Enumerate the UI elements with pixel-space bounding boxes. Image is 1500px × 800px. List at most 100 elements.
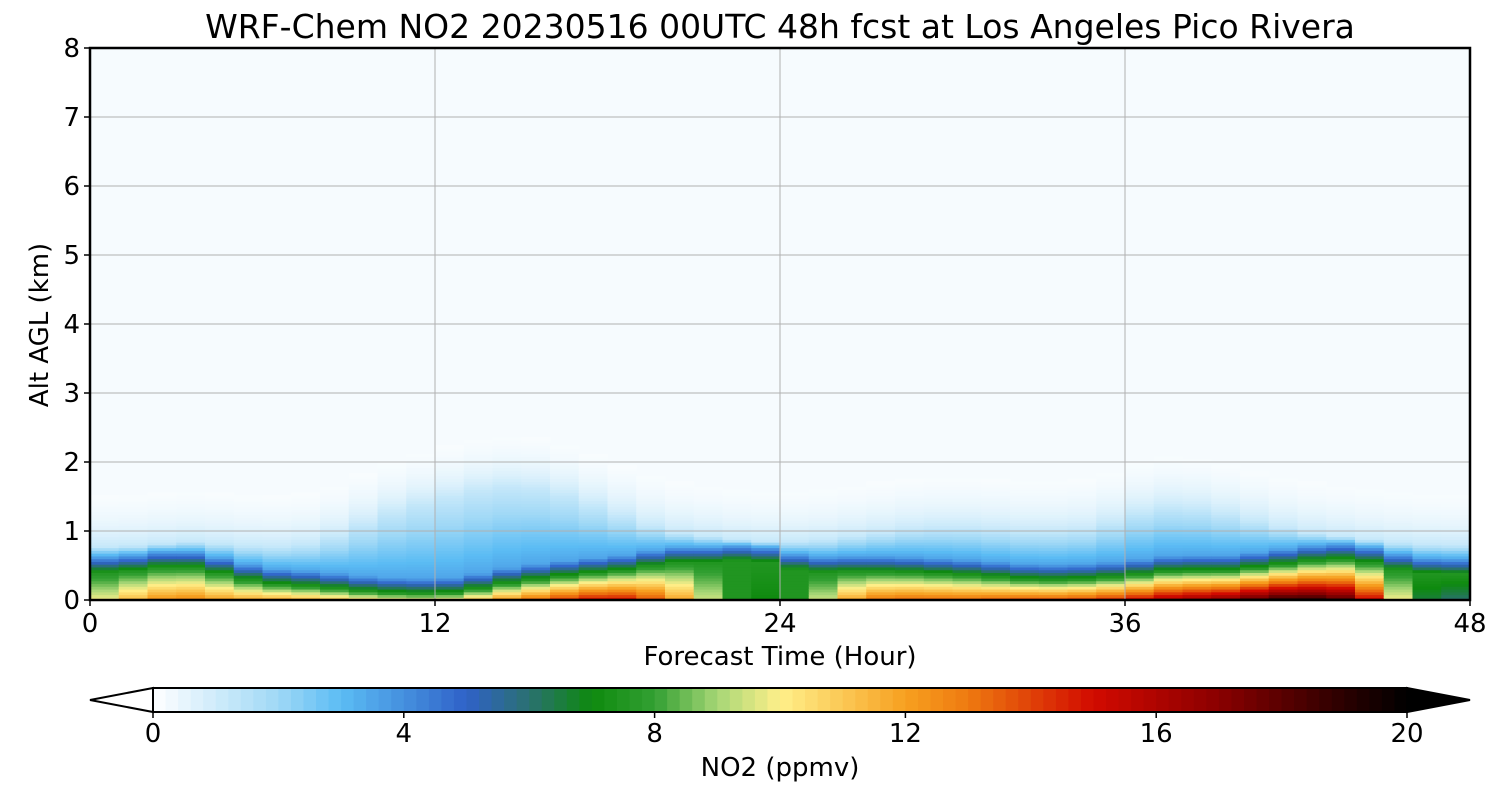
field-cell xyxy=(406,547,436,551)
field-cell xyxy=(262,514,292,518)
field-cell xyxy=(693,580,724,585)
field-cell xyxy=(492,594,522,598)
x-tick-label: 36 xyxy=(1108,609,1141,639)
field-cell xyxy=(866,519,896,524)
field-cell xyxy=(923,508,954,513)
field-cell xyxy=(147,542,177,546)
field-cell xyxy=(693,539,724,543)
field-cell xyxy=(291,583,321,587)
field-cell xyxy=(837,531,867,535)
field-cell xyxy=(952,514,982,518)
field-cell xyxy=(205,588,235,593)
field-cell xyxy=(348,522,379,527)
field-cell xyxy=(923,555,954,560)
field-cell xyxy=(550,448,580,452)
field-cell xyxy=(1297,572,1327,576)
field-cell xyxy=(1182,533,1212,538)
field-cell xyxy=(751,514,781,518)
field-cell xyxy=(377,506,407,510)
field-cell xyxy=(578,511,609,516)
field-cell xyxy=(751,547,781,551)
field-cell xyxy=(722,497,752,502)
field-cell xyxy=(118,580,149,585)
field-cell xyxy=(492,486,522,491)
field-cell xyxy=(693,566,724,571)
colorbar-segment xyxy=(516,688,530,712)
field-cell xyxy=(952,497,982,502)
field-cell xyxy=(435,506,465,510)
field-cell xyxy=(1153,508,1184,513)
field-cell xyxy=(521,577,551,582)
field-cell xyxy=(463,594,494,598)
field-cell xyxy=(866,511,896,516)
field-cell xyxy=(492,497,522,502)
field-cell xyxy=(1268,575,1299,579)
field-cell xyxy=(1355,511,1385,516)
field-cell xyxy=(521,506,551,510)
colorbar-segment xyxy=(278,688,292,712)
field-cell xyxy=(118,555,149,560)
field-cell xyxy=(751,503,781,507)
field-cell xyxy=(1268,511,1299,516)
field-cell xyxy=(176,492,206,496)
field-cell xyxy=(1326,572,1356,576)
field-cell xyxy=(1355,497,1385,502)
field-cell xyxy=(607,492,637,496)
field-cell xyxy=(981,588,1011,593)
field-cell xyxy=(521,445,551,449)
field-cell xyxy=(262,575,292,579)
field-cell xyxy=(722,511,752,516)
field-cell xyxy=(550,497,580,502)
colorbar-segment xyxy=(780,688,794,712)
field-cell xyxy=(463,522,494,527)
field-cell xyxy=(808,492,839,496)
field-cell xyxy=(1383,597,1414,600)
field-cell xyxy=(923,486,954,491)
field-cell xyxy=(693,586,724,590)
field-cell xyxy=(866,508,896,513)
field-cell xyxy=(578,489,609,493)
field-cell xyxy=(377,519,407,524)
field-cell xyxy=(895,519,925,524)
field-cell xyxy=(981,481,1011,485)
field-cell xyxy=(693,577,724,582)
field-cell xyxy=(291,591,321,596)
field-cell xyxy=(1412,591,1442,596)
field-cell xyxy=(1038,555,1069,560)
field-cell xyxy=(1038,583,1069,587)
field-cell xyxy=(492,553,522,557)
field-cell xyxy=(1441,503,1470,507)
field-cell xyxy=(1038,580,1069,585)
field-cell xyxy=(463,575,494,579)
field-cell xyxy=(693,536,724,540)
field-cell xyxy=(1153,550,1184,554)
field-cell xyxy=(780,495,810,499)
field-cell xyxy=(722,555,752,560)
colorbar-segment xyxy=(968,688,982,712)
field-cell xyxy=(550,478,580,482)
field-cell xyxy=(1125,495,1155,499)
field-cell xyxy=(1240,586,1270,590)
field-cell xyxy=(1211,588,1241,593)
field-cell xyxy=(952,575,982,579)
field-cell xyxy=(722,569,752,573)
field-cell xyxy=(837,500,867,504)
field-cell xyxy=(492,547,522,551)
field-cell xyxy=(636,503,666,507)
field-cell xyxy=(578,492,609,496)
field-cell xyxy=(1297,506,1327,510)
field-cell xyxy=(90,514,120,518)
field-cell xyxy=(1268,522,1299,527)
field-cell xyxy=(1038,522,1069,527)
field-cell xyxy=(291,528,321,532)
field-cell xyxy=(780,597,810,600)
field-cell xyxy=(118,583,149,587)
field-cell xyxy=(1326,577,1356,582)
field-cell xyxy=(320,506,350,510)
field-cell xyxy=(492,473,522,477)
field-cell xyxy=(492,580,522,585)
colorbar-segment xyxy=(980,688,994,712)
field-cell xyxy=(320,558,350,562)
field-cell xyxy=(1326,561,1356,565)
field-cell xyxy=(1268,506,1299,510)
